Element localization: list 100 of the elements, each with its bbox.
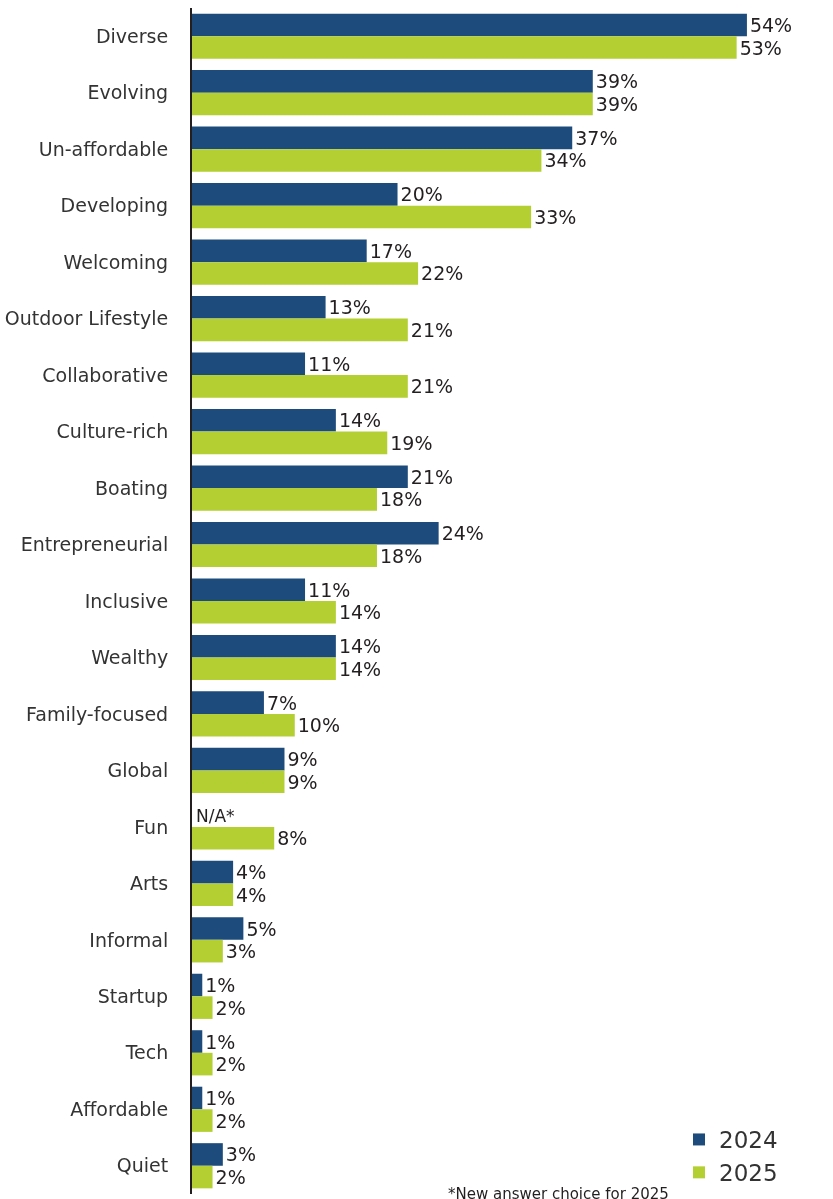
bar [192,883,234,906]
bar [192,1109,213,1132]
bar [192,973,203,997]
data-label: 22% [421,262,464,285]
y-tick-label: Startup [97,984,169,1007]
y-tick-label: Diverse [95,24,169,47]
y-tick-label: Welcoming [63,250,169,273]
y-tick-label: Outdoor Lifestyle [4,307,169,330]
bar [192,36,737,59]
bar [192,826,275,850]
bar [192,183,398,206]
data-label: 2% [215,1053,246,1076]
data-label: 39% [595,70,639,93]
y-tick-label: Un-affordable [38,137,169,160]
data-label: 7% [266,691,298,714]
bar [192,70,593,93]
data-label: 54% [749,13,793,36]
y-tick-label: Tech [124,1041,169,1064]
bar [192,1165,213,1189]
data-label: 9% [287,748,318,771]
y-tick-label: Evolving [87,81,169,104]
bar [192,488,377,511]
data-label: 34% [544,149,587,172]
data-label: 4% [236,861,267,884]
bar [192,691,264,714]
bar [192,352,306,376]
bar [192,375,408,398]
data-label: 21% [410,375,454,398]
data-label: 24% [441,522,484,545]
bar [192,149,542,172]
y-tick-label: Boating [95,476,169,499]
bar [192,996,213,1019]
data-label: 1% [205,1030,236,1053]
bar [192,92,593,116]
y-tick-label: Affordable [70,1097,169,1120]
bar [192,262,419,285]
bar [192,431,388,455]
bar [192,657,336,681]
y-tick-label: Collaborative [42,363,169,386]
annotation: *New answer choice for 2025 [448,1185,669,1199]
bar [192,296,326,319]
bar [192,205,532,229]
y-tick-label: Family-focused [26,702,169,725]
data-label: 1% [205,1086,236,1109]
y-tick-label: Entrepreneurial [20,533,169,556]
data-label: 39% [595,93,639,115]
bar [192,126,573,150]
y-tick-label: Inclusive [84,589,169,612]
y-tick-label: Quiet [116,1154,169,1177]
data-label: 20% [400,183,443,206]
text: N/A* [196,806,235,826]
data-label: 17% [369,239,412,262]
data-label: 8% [277,827,308,850]
data-label: 11% [308,578,351,601]
data-label: 14% [338,601,382,624]
data-label: 53% [739,36,782,59]
bar [192,1030,203,1053]
bar [192,770,285,794]
bar [192,578,306,601]
data-label: 14% [338,635,382,658]
data-label: 18% [379,544,423,567]
data-label: 14% [338,409,382,432]
bar [192,13,747,37]
data-label: 2% [215,1166,246,1189]
data-label: 13% [328,296,371,319]
data-label: 21% [410,465,454,488]
data-label: 1% [205,974,236,997]
legend-label: 2025 [719,1160,778,1187]
data-label: 14% [338,657,382,680]
bar [192,917,244,940]
bar [192,239,367,263]
data-label: 33% [534,205,577,228]
data-label: 2% [215,996,246,1019]
bar [192,713,295,737]
bar [192,465,408,489]
y-tick-label: Culture-rich [56,420,169,443]
y-tick-label: Arts [130,872,169,895]
bar [192,408,336,432]
bar [192,521,439,545]
data-label: 2% [215,1109,246,1132]
data-label: 11% [308,352,351,375]
data-label: 3% [225,1143,256,1166]
data-label: 19% [390,431,433,454]
y-tick-label: Global [107,759,169,782]
y-tick-label: Informal [89,928,169,951]
bar [192,939,223,963]
y-tick-label: Fun [134,815,169,838]
data-label: 4% [236,883,267,906]
legend-label: 2024 [719,1127,778,1154]
data-label: 10% [297,714,340,737]
data-label: 3% [225,940,256,963]
data-label: 5% [246,917,277,940]
data-label: 9% [287,770,318,793]
bar [192,747,285,771]
bar [192,544,377,568]
y-tick-label: Wealthy [91,646,169,669]
y-tick-label: Developing [60,194,169,217]
bar [192,860,234,884]
bar [192,1143,223,1166]
data-label: 18% [379,488,423,511]
